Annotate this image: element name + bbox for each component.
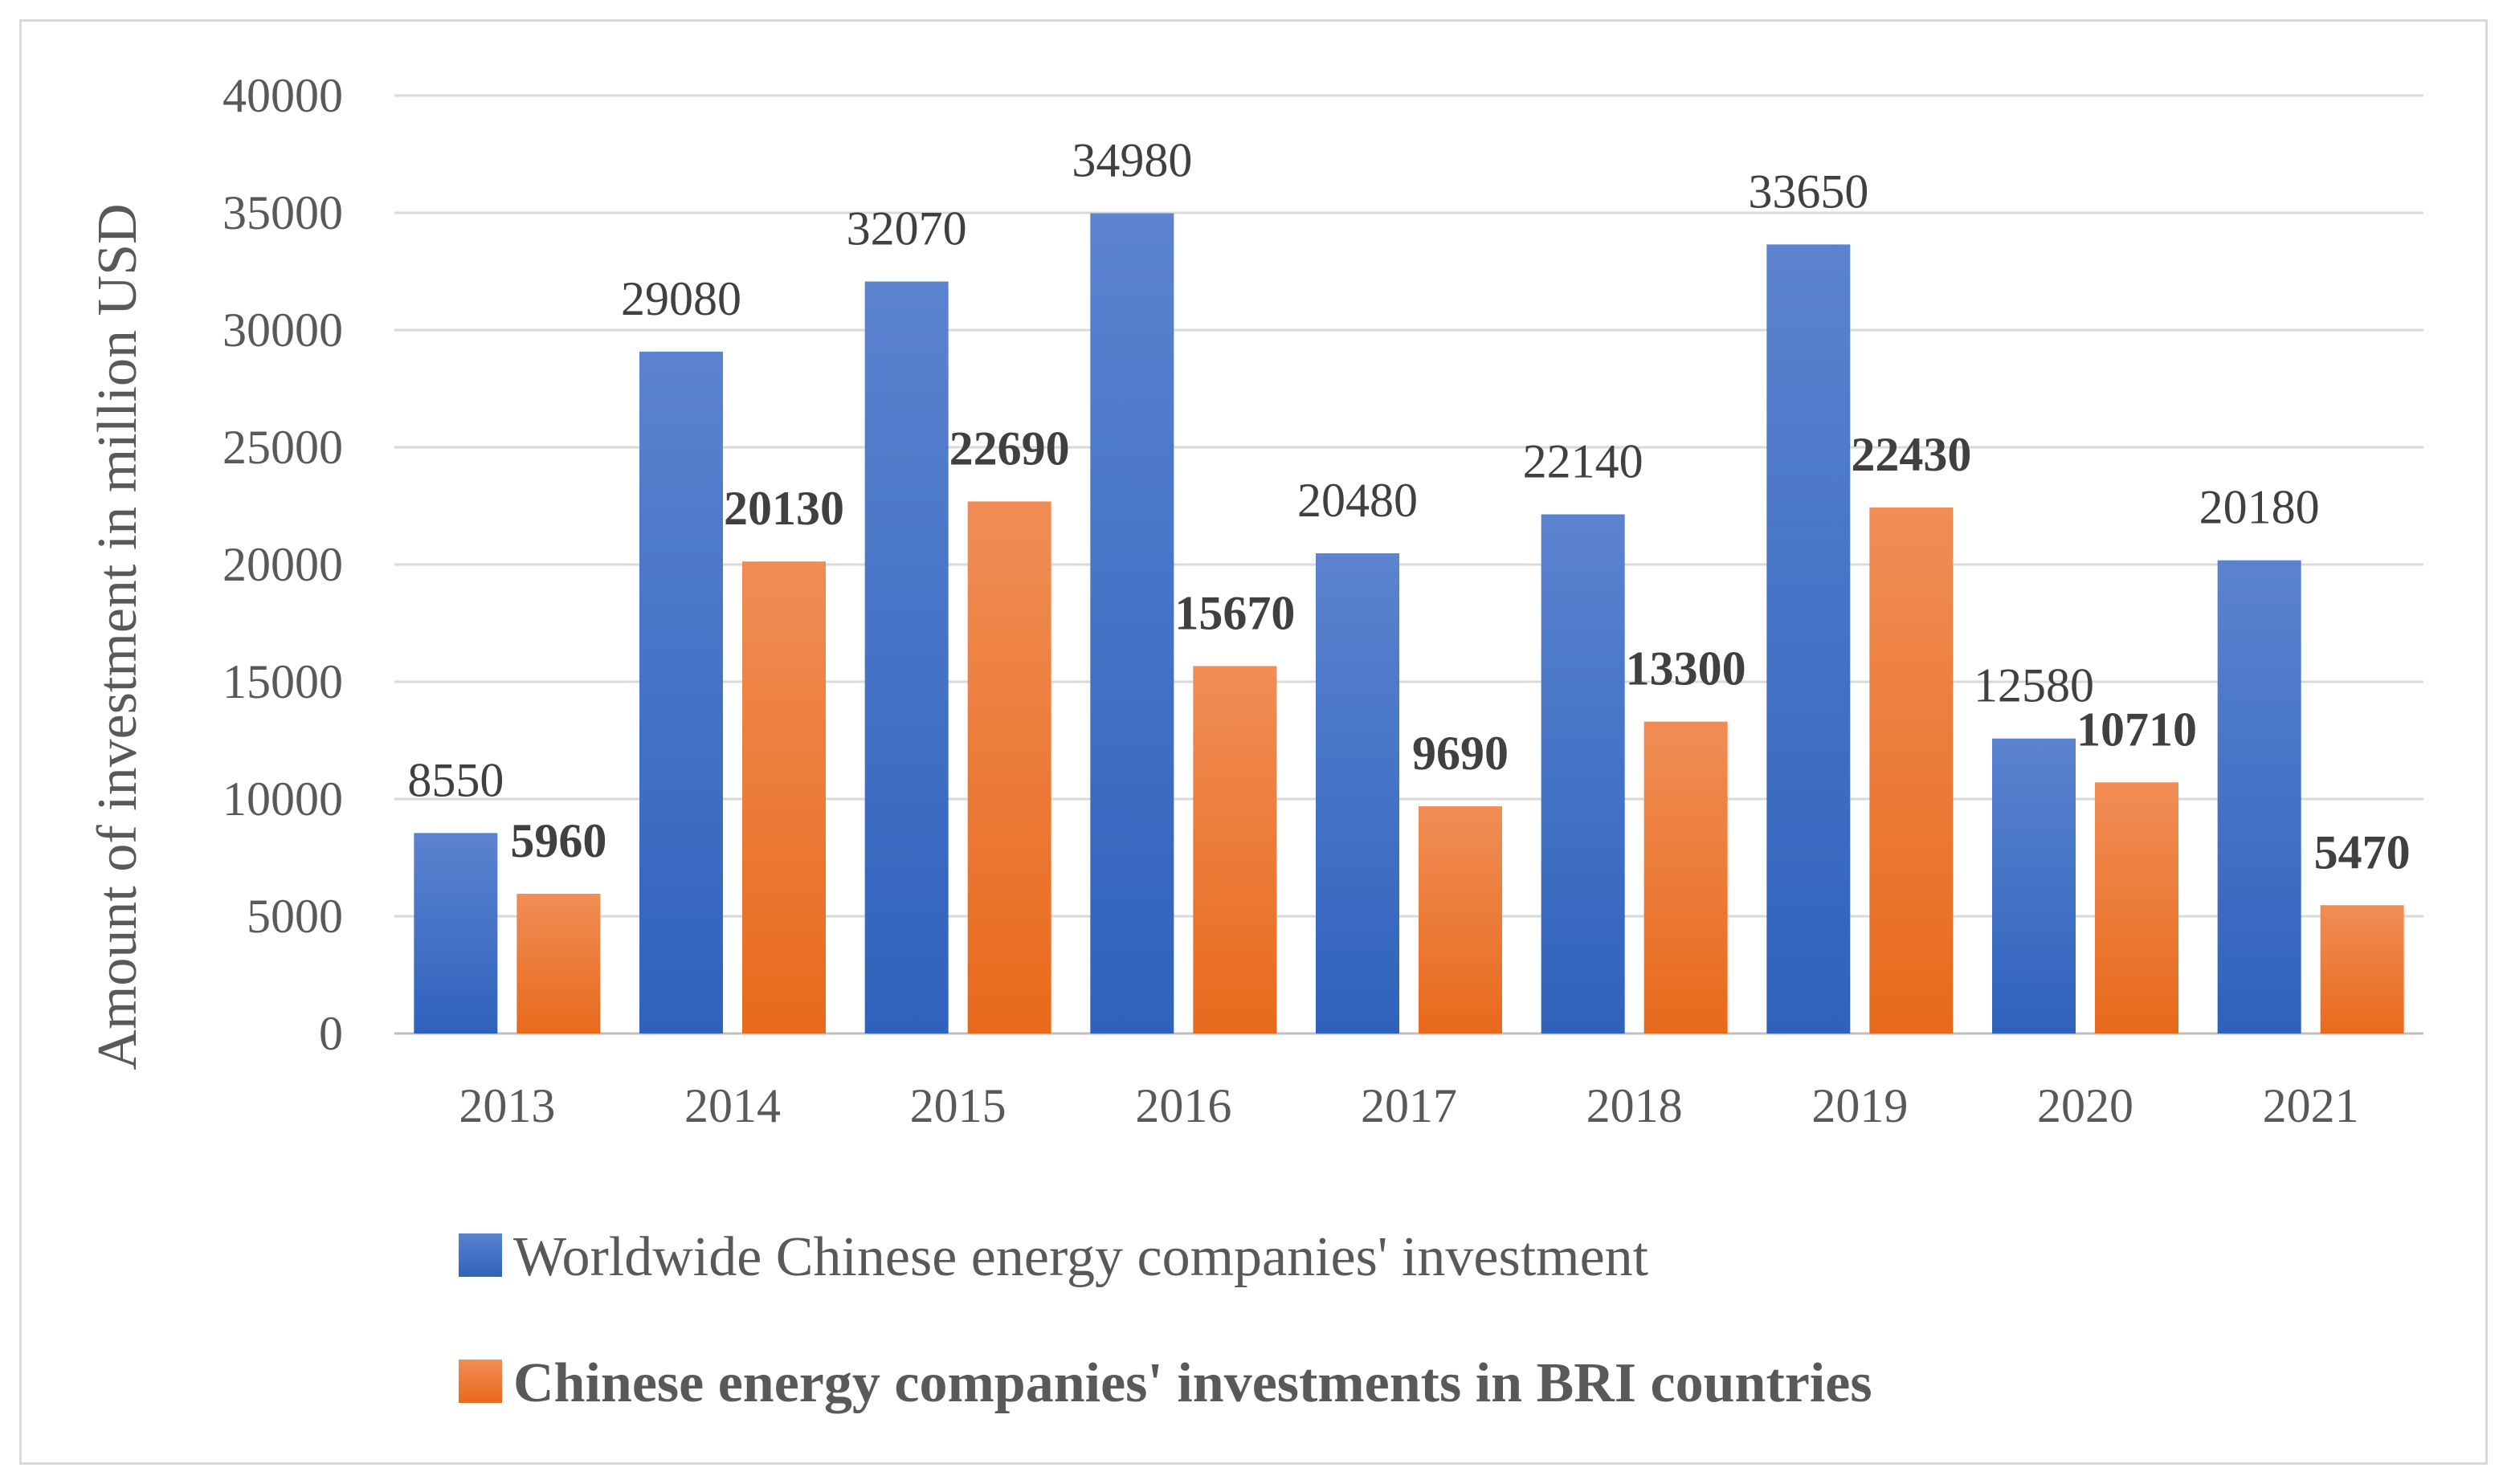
legend-item-bri: Chinese energy companies' investments in… (459, 1352, 1872, 1414)
y-tick-label: 40000 (223, 69, 343, 122)
data-label-bri-2021: 5470 (2314, 826, 2411, 879)
bar-bri-2019 (1869, 508, 1954, 1034)
legend-label-bri: Chinese energy companies' investments in… (513, 1352, 1872, 1414)
bar-chart: 0 5000 10000 15000 20000 25000 30000 35000 40000… (87, 69, 2423, 1414)
data-label-worldwide-2021: 20180 (2199, 481, 2320, 534)
data-label-bri-2019: 22430 (1851, 428, 1971, 481)
data-label-worldwide-2016: 34980 (1072, 134, 1192, 187)
bar-worldwide-2013 (414, 833, 498, 1034)
y-axis-label: Amount of investment in million USD (87, 203, 149, 1070)
bar-worldwide-2018 (1541, 514, 1625, 1034)
x-tick-label-2013: 2013 (459, 1079, 555, 1132)
y-tick-label: 15000 (223, 655, 343, 708)
y-tick-label: 35000 (223, 186, 343, 239)
data-label-worldwide-2017: 20480 (1297, 474, 1418, 527)
y-tick-label: 0 (319, 1007, 343, 1060)
data-label-worldwide-2013: 8550 (407, 753, 504, 806)
y-tick-label: 20000 (223, 538, 343, 591)
y-tick-label: 30000 (223, 304, 343, 357)
x-tick-label-2021: 2021 (2263, 1079, 2359, 1132)
bar-worldwide-2021 (2217, 560, 2301, 1034)
x-tick-label-2016: 2016 (1135, 1079, 1231, 1132)
x-tick-label-2017: 2017 (1361, 1079, 1457, 1132)
bar-bri-2014 (742, 561, 826, 1034)
data-label-bri-2015: 22690 (949, 422, 1070, 475)
bar-bri-2017 (1419, 806, 1502, 1034)
data-label-worldwide-2018: 22140 (1523, 435, 1643, 488)
data-label-bri-2014: 20130 (724, 482, 844, 535)
legend-swatch-bri (459, 1360, 502, 1403)
legend-label-worldwide: Worldwide Chinese energy companies' inve… (513, 1226, 1649, 1288)
legend-swatch-worldwide (459, 1233, 502, 1277)
bar-worldwide-2019 (1766, 244, 1851, 1034)
data-label-worldwide-2019: 33650 (1748, 165, 1868, 218)
x-tick-label-2020: 2020 (2037, 1079, 2133, 1132)
chart-frame: 0 5000 10000 15000 20000 25000 30000 35000 40000… (19, 19, 2488, 1465)
bar-worldwide-2016 (1090, 213, 1174, 1034)
y-tick-label: 5000 (247, 890, 343, 943)
bar-bri-2021 (2320, 905, 2404, 1034)
data-label-worldwide-2015: 32070 (847, 202, 967, 255)
data-label-worldwide-2020: 12580 (1974, 659, 2094, 712)
x-tick-label-2018: 2018 (1586, 1079, 1683, 1132)
y-tick-label: 10000 (223, 773, 343, 826)
bar-worldwide-2015 (864, 281, 949, 1034)
data-label-bri-2017: 9690 (1412, 727, 1509, 780)
bar-bri-2013 (517, 893, 601, 1034)
x-tick-label-2019: 2019 (1811, 1079, 1908, 1132)
legend-item-worldwide: Worldwide Chinese energy companies' inve… (459, 1226, 1649, 1288)
bar-bri-2016 (1193, 666, 1277, 1034)
x-tick-label-2015: 2015 (910, 1079, 1006, 1132)
y-tick-label: 25000 (223, 421, 343, 474)
data-label-bri-2016: 15670 (1174, 586, 1295, 639)
bar-bri-2015 (967, 501, 1051, 1034)
bar-bri-2020 (2095, 782, 2178, 1034)
bar-worldwide-2020 (1992, 738, 2076, 1034)
bar-worldwide-2014 (639, 351, 723, 1034)
bar-bri-2018 (1643, 721, 1728, 1034)
data-label-bri-2013: 5960 (510, 814, 606, 867)
x-tick-label-2014: 2014 (684, 1079, 781, 1132)
data-label-worldwide-2014: 29080 (621, 272, 741, 325)
data-label-bri-2018: 13300 (1626, 642, 1746, 695)
data-label-bri-2020: 10710 (2076, 703, 2197, 756)
bar-worldwide-2017 (1316, 552, 1399, 1034)
